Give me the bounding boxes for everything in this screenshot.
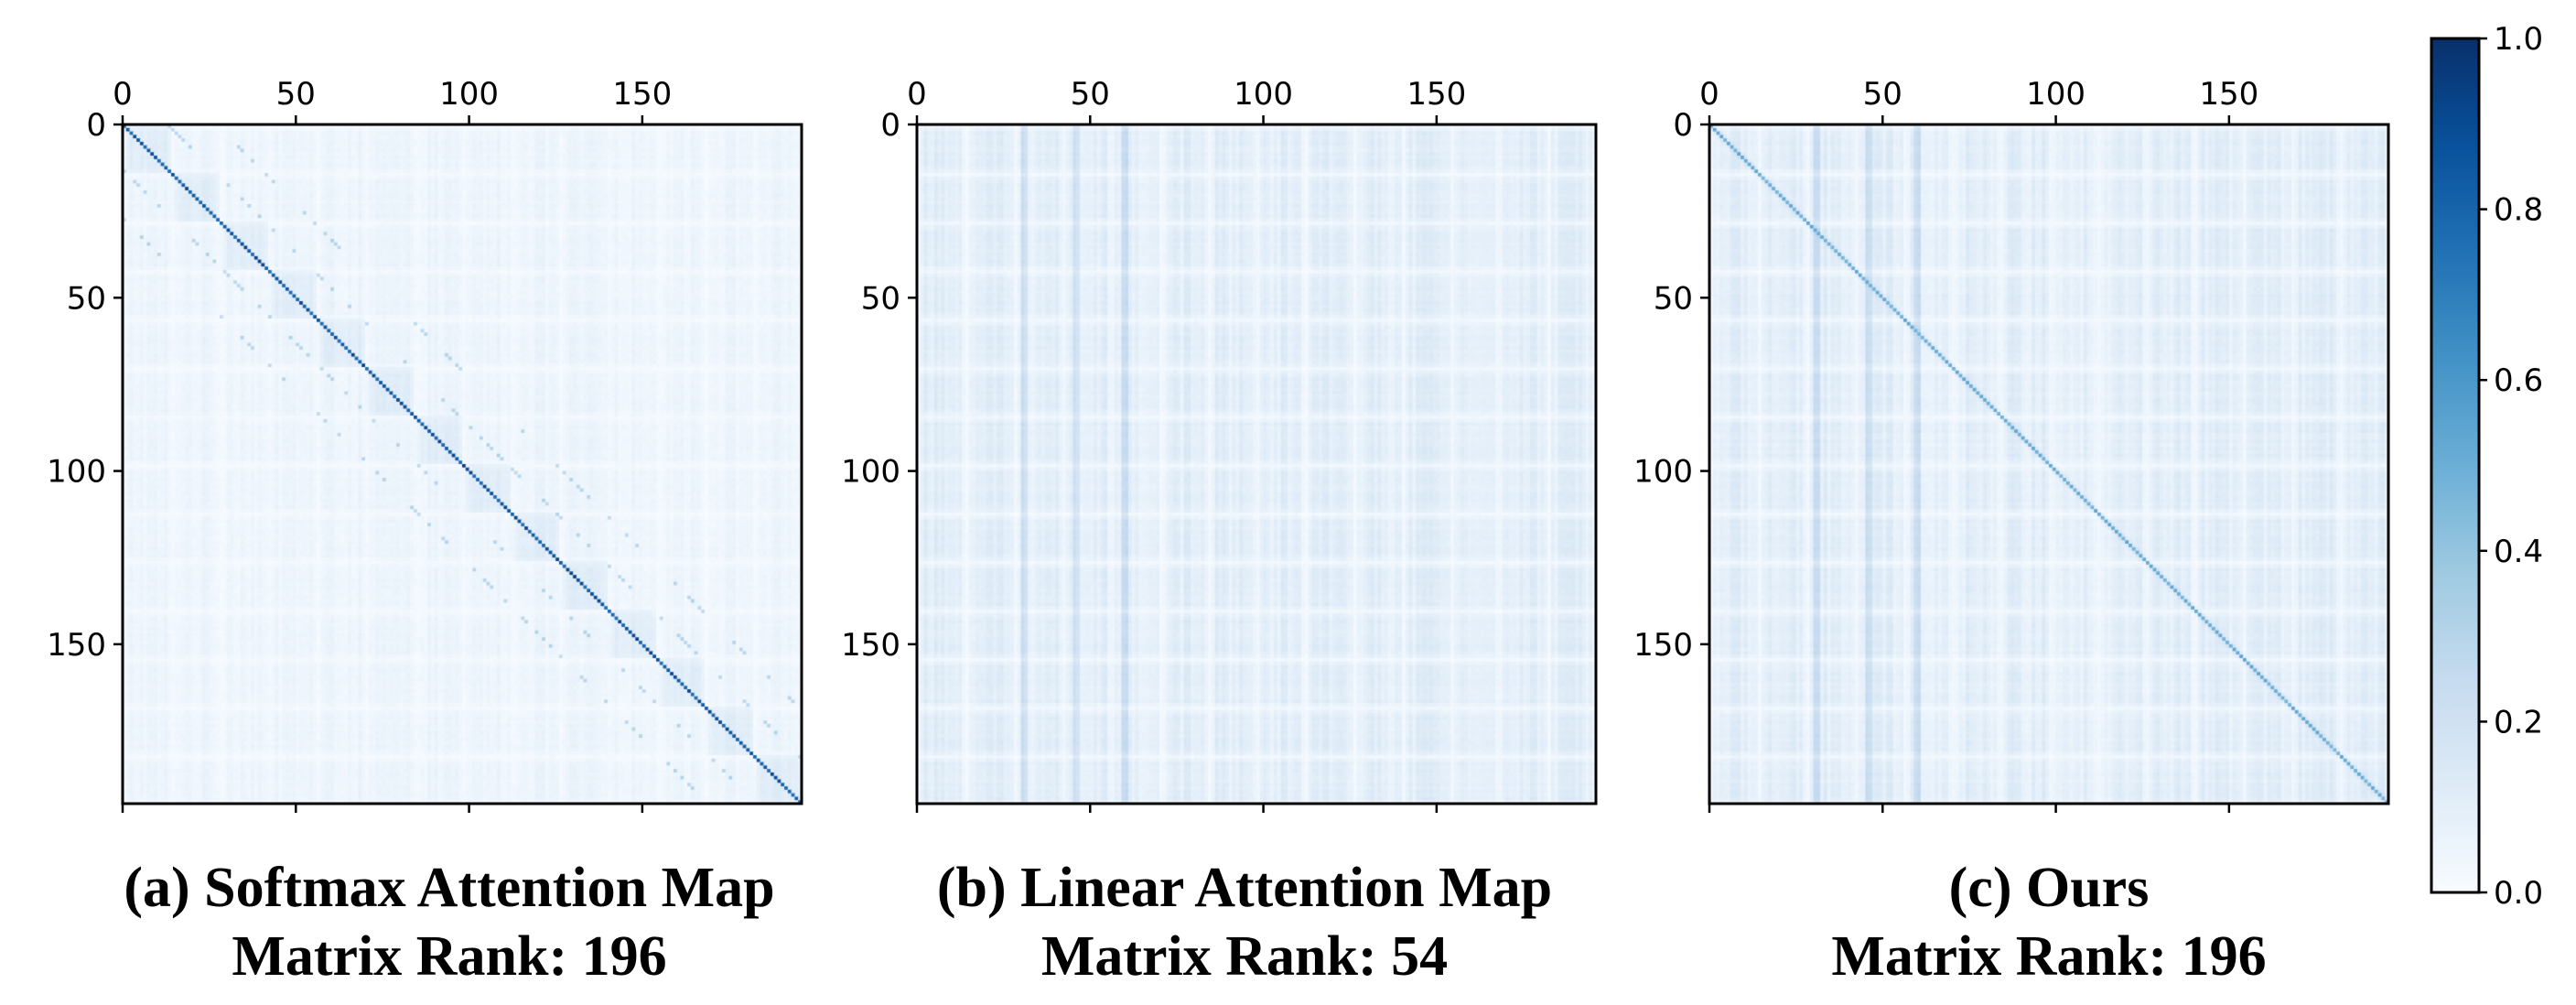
x-tick-label: 100 <box>439 76 499 113</box>
x-tick-label: 100 <box>2026 76 2086 113</box>
x-tick-label: 50 <box>276 76 316 113</box>
heatmap-ours <box>1709 124 2388 804</box>
x-tick-label: 0 <box>113 76 133 113</box>
y-tick-label: 100 <box>841 454 900 491</box>
subcaption-c: Matrix Rank: 196 <box>1831 925 2266 988</box>
x-tick-label: 0 <box>907 76 927 113</box>
ticks-c: 0 50 100 150 0 50 100 150 <box>1633 76 2258 813</box>
x-tick-label: 50 <box>1071 76 1110 113</box>
panel-softmax: 0 50 100 150 0 50 100 150 (a) Softmax Attention… <box>47 76 803 988</box>
y-tick-label: 50 <box>67 280 106 317</box>
subcaption-b: Matrix Rank: 54 <box>1041 925 1448 988</box>
heatmap-linear <box>917 124 1596 804</box>
x-tick-label: 100 <box>1234 76 1293 113</box>
ticks-b: 0 50 100 150 0 50 100 150 <box>841 76 1466 813</box>
y-tick-label: 100 <box>47 454 106 491</box>
x-tick-label: 150 <box>2199 76 2258 113</box>
colorbar-frame <box>2430 37 2481 894</box>
ticks-a: 0 50 100 150 0 50 100 150 <box>47 76 672 813</box>
panel-linear: 0 50 100 150 0 50 100 150 (b) Linear Attention … <box>841 76 1598 988</box>
colorbar-ticks: 0.0 0.2 0.4 0.6 0.8 1.0 <box>2479 21 2543 912</box>
y-tick-label: 150 <box>1633 627 1693 664</box>
y-tick-label: 150 <box>841 627 900 664</box>
x-tick-label: 0 <box>1699 76 1719 113</box>
colorbar-tick-label: 1.0 <box>2494 21 2543 58</box>
caption-a: (a) Softmax Attention Map <box>124 857 774 919</box>
heatmap-softmax <box>123 124 802 804</box>
axes-frame-a <box>121 123 803 805</box>
y-tick-label: 0 <box>1673 107 1693 144</box>
colorbar: 0.0 0.2 0.4 0.6 0.8 1.0 <box>2430 21 2543 912</box>
colorbar-tick-label: 0.6 <box>2494 362 2543 399</box>
caption-c: (c) Ours <box>1949 857 2150 919</box>
subcaption-a: Matrix Rank: 196 <box>232 925 666 988</box>
x-tick-label: 50 <box>1863 76 1902 113</box>
y-tick-label: 150 <box>47 627 106 664</box>
colorbar-tick-label: 0.2 <box>2494 704 2543 740</box>
axes-frame-c <box>1708 123 2390 805</box>
y-tick-label: 0 <box>880 107 900 144</box>
caption-b: (b) Linear Attention Map <box>937 857 1552 919</box>
y-tick-label: 0 <box>86 107 106 144</box>
colorbar-tick-label: 0.8 <box>2494 192 2543 229</box>
colorbar-tick-label: 0.0 <box>2494 875 2543 912</box>
colorbar-gradient <box>2431 38 2479 892</box>
x-tick-label: 150 <box>1407 76 1466 113</box>
y-tick-label: 100 <box>1633 454 1693 491</box>
panel-ours: 0 50 100 150 0 50 100 150 (c) Ours Matrix Rank:… <box>1633 76 2390 988</box>
y-tick-label: 50 <box>1654 280 1693 317</box>
y-tick-label: 50 <box>861 280 900 317</box>
axes-frame-b <box>915 123 1598 805</box>
x-tick-label: 150 <box>612 76 672 113</box>
colorbar-tick-label: 0.4 <box>2494 534 2543 570</box>
